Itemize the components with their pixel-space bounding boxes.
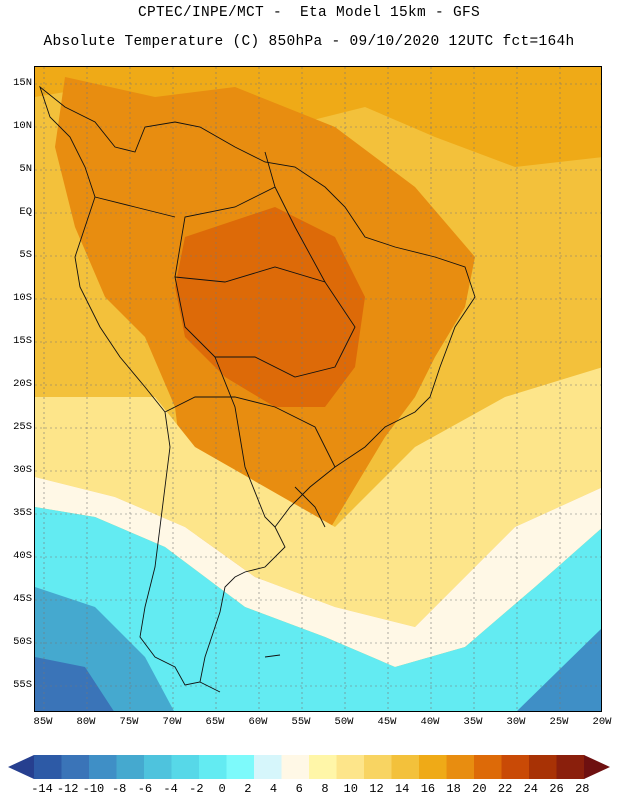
- colorbar-cell: [556, 755, 585, 779]
- lat-label: 45S: [13, 593, 32, 605]
- lon-label: 75W: [119, 716, 139, 728]
- colorbar-label: 26: [549, 782, 564, 796]
- colorbar-cell: [144, 755, 172, 779]
- colorbar-label: -14: [31, 782, 53, 796]
- field-south-yellow: [35, 367, 601, 627]
- lat-label: 10N: [13, 120, 32, 132]
- colorbar-label: 22: [497, 782, 513, 796]
- lon-label: 65W: [205, 716, 225, 728]
- colorbar-cell: [529, 755, 557, 779]
- colorbar-cell: [281, 755, 310, 779]
- lat-label: 25S: [13, 421, 32, 433]
- colorbar-cell: [364, 755, 392, 779]
- continent-outline: [39, 85, 476, 686]
- colorbar-cell: [474, 755, 502, 779]
- colorbar-left-arrow: [8, 755, 34, 779]
- lon-label: 30W: [506, 716, 526, 728]
- interior-border-3: [214, 356, 276, 528]
- colorbar-cell: [171, 755, 200, 779]
- colorbar-label: 4: [269, 782, 278, 796]
- colorbar-cell: [116, 755, 145, 779]
- lon-label: 35W: [463, 716, 483, 728]
- colorbar-cell: [501, 755, 530, 779]
- colorbar-label: 10: [343, 782, 358, 796]
- colorbar-cell: [34, 755, 62, 779]
- map-title-line1: CPTEC/INPE/MCT - Eta Model 15km - GFS: [137, 5, 481, 21]
- lat-label: 20S: [13, 378, 32, 390]
- lat-label: EQ: [19, 206, 32, 218]
- colorbar-label: -2: [189, 782, 204, 796]
- colorbar-label: -10: [82, 782, 105, 796]
- colorbar-cell: [89, 755, 117, 779]
- interior-border-7: [94, 196, 176, 218]
- map-title-line2: Absolute Temperature (C) 850hPa - 09/10/…: [43, 34, 575, 50]
- field-south-cyan: [35, 507, 601, 711]
- field-cream-belt: [35, 477, 601, 667]
- field-coldest-southwest: [35, 657, 114, 711]
- colorbar-cells: [34, 755, 585, 779]
- interior-border-4: [274, 186, 326, 283]
- lon-label: 85W: [33, 716, 53, 728]
- falklands: [264, 654, 281, 658]
- lon-label: 45W: [377, 716, 397, 728]
- lat-label: 15S: [13, 335, 32, 347]
- colorbar-label: 16: [420, 782, 436, 796]
- colorbar-label: -8: [111, 782, 127, 796]
- colorbar-label: 14: [394, 782, 410, 796]
- lon-label: 80W: [76, 716, 96, 728]
- lat-label: 5N: [19, 163, 32, 175]
- coastlines-borders: [39, 85, 476, 693]
- field-north-band: [35, 67, 601, 167]
- temperature-map: [34, 66, 602, 712]
- colorbar-cell: [446, 755, 475, 779]
- interior-border-2: [164, 396, 336, 468]
- colorbar-cell: [226, 755, 255, 779]
- colorbar-label: 6: [295, 782, 303, 796]
- colorbar-label: 0: [218, 782, 226, 796]
- field-cold-southeast: [517, 628, 601, 711]
- temperature-field: [35, 67, 601, 711]
- lat-label: 15N: [13, 77, 32, 89]
- colorbar-label: 12: [369, 782, 384, 796]
- tierra-del-fuego: [199, 681, 221, 693]
- lat-label: 5S: [19, 249, 32, 261]
- lon-label: 20W: [592, 716, 612, 728]
- lon-label: 50W: [334, 716, 354, 728]
- lat-label: 35S: [13, 507, 32, 519]
- colorbar-cell: [309, 755, 337, 779]
- colorbar-label: 20: [472, 782, 487, 796]
- colorbar-label: -6: [137, 782, 153, 796]
- lon-label: 40W: [420, 716, 440, 728]
- lon-label: 60W: [248, 716, 268, 728]
- colorbar-cell: [61, 755, 90, 779]
- interior-border-1: [174, 266, 356, 378]
- lat-label: 40S: [13, 550, 32, 562]
- colorbar-cell: [336, 755, 365, 779]
- interior-border-5: [294, 486, 326, 528]
- colorbar-right-arrow: [584, 755, 610, 779]
- lat-label: 30S: [13, 464, 32, 476]
- colorbar-label: 8: [321, 782, 329, 796]
- colorbar-label: -12: [56, 782, 79, 796]
- lon-label: 25W: [549, 716, 569, 728]
- colorbar-label: 28: [575, 782, 590, 796]
- colorbar: [8, 755, 610, 779]
- colorbar-label: 18: [446, 782, 461, 796]
- colorbar-cell: [391, 755, 420, 779]
- lon-label: 70W: [162, 716, 182, 728]
- colorbar-cell: [199, 755, 227, 779]
- colorbar-cell: [419, 755, 447, 779]
- lat-label: 55S: [13, 679, 32, 691]
- colorbar-label: 2: [244, 782, 252, 796]
- colorbar-cell: [254, 755, 282, 779]
- lat-label: 50S: [13, 636, 32, 648]
- lon-label: 55W: [291, 716, 311, 728]
- lat-label: 10S: [13, 292, 32, 304]
- colorbar-label: 24: [523, 782, 539, 796]
- colorbar-label: -4: [163, 782, 178, 796]
- interior-border-6: [174, 151, 276, 278]
